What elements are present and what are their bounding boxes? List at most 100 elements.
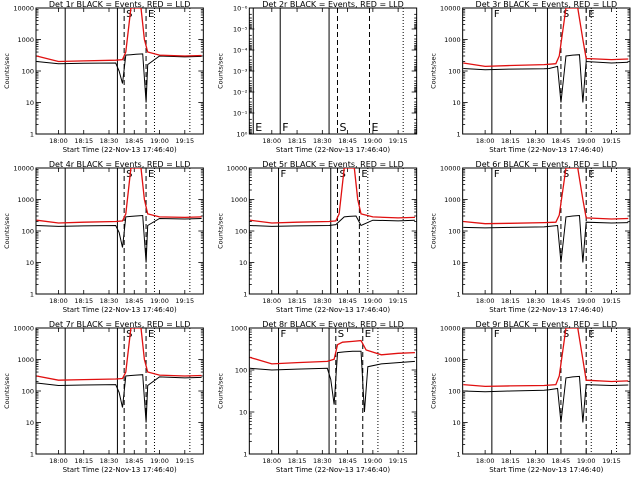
y-tick-label: 10000 bbox=[440, 325, 461, 333]
plot-frame bbox=[248, 167, 418, 295]
x-tick-label: 19:15 bbox=[175, 297, 194, 305]
event-label: S bbox=[126, 329, 132, 340]
x-tick-label: 18:15 bbox=[501, 137, 520, 145]
x-tick-label: 18:45 bbox=[338, 297, 357, 305]
y-tick-label: 1000 bbox=[444, 196, 461, 204]
x-tick-label: 18:00 bbox=[262, 457, 281, 465]
event-label: S bbox=[338, 329, 344, 340]
event-label: F bbox=[281, 329, 287, 340]
plot-frame bbox=[248, 327, 418, 455]
y-tick-label: 10000 bbox=[13, 325, 34, 333]
series-lld-line bbox=[463, 168, 629, 225]
x-tick-label: 18:00 bbox=[262, 297, 281, 305]
event-label: F bbox=[494, 329, 500, 340]
panel-title: Det 3r BLACK = Events, RED = LLD bbox=[476, 0, 618, 9]
panel-title: Det 8r BLACK = Events, RED = LLD bbox=[262, 320, 404, 329]
event-label: E bbox=[148, 169, 154, 180]
x-tick-label: 18:00 bbox=[476, 137, 495, 145]
x-tick-label: 18:30 bbox=[313, 137, 332, 145]
x-tick-label: 18:45 bbox=[552, 137, 571, 145]
series-events-line bbox=[36, 53, 202, 103]
x-tick-label: 19:15 bbox=[389, 457, 408, 465]
series-events-line bbox=[249, 350, 415, 413]
x-tick-label: 18:45 bbox=[552, 297, 571, 305]
y-tick-label: 100 bbox=[22, 388, 34, 396]
x-tick-label: 19:00 bbox=[150, 457, 169, 465]
series-lld-line bbox=[36, 8, 202, 63]
event-label: S bbox=[563, 9, 569, 20]
x-tick-label: 19:00 bbox=[363, 137, 382, 145]
x-tick-label: 18:30 bbox=[526, 297, 545, 305]
series-events-line bbox=[463, 214, 629, 263]
panel-2: Det 2r BLACK = Events, RED = LLD 10⁰ 10⁻¹ 1… bbox=[216, 0, 418, 154]
y-tick-label: 10000 bbox=[13, 5, 34, 13]
y-tick-label: 100 bbox=[235, 367, 247, 375]
x-tick-label: 18:30 bbox=[100, 297, 119, 305]
x-tick-label: 18:15 bbox=[288, 297, 307, 305]
y-tick-label: 1 bbox=[243, 451, 247, 459]
event-label: E bbox=[148, 329, 154, 340]
x-axis-title: Start Time (22-Nov-13 17:46:40) bbox=[489, 306, 603, 314]
y-axis-title: Counts/sec bbox=[3, 213, 11, 249]
series-lld-line bbox=[463, 8, 629, 68]
y-tick-label: 10⁻² bbox=[233, 89, 248, 97]
x-tick-label: 18:00 bbox=[476, 297, 495, 305]
y-tick-label: 10⁰ bbox=[236, 131, 247, 139]
x-tick-label: 18:15 bbox=[501, 457, 520, 465]
y-tick-label: 10000 bbox=[227, 165, 248, 173]
y-tick-label: 1 bbox=[457, 451, 461, 459]
x-tick-label: 19:15 bbox=[175, 457, 194, 465]
y-tick-label: 10 bbox=[239, 409, 247, 417]
y-tick-label: 10 bbox=[26, 419, 34, 427]
x-tick-label: 18:45 bbox=[125, 297, 144, 305]
x-axis-title: Start Time (22-Nov-13 17:46:40) bbox=[276, 146, 390, 154]
x-tick-label: 19:00 bbox=[363, 457, 382, 465]
y-tick-label: 100 bbox=[448, 388, 460, 396]
panel-title: Det 4r BLACK = Events, RED = LLD bbox=[49, 160, 191, 169]
y-axis-title: Counts/sec bbox=[216, 373, 224, 409]
x-tick-label: 18:30 bbox=[313, 457, 332, 465]
x-axis-title: Start Time (22-Nov-13 17:46:40) bbox=[63, 146, 177, 154]
x-tick-label: 18:00 bbox=[49, 137, 68, 145]
y-tick-label: 1 bbox=[30, 131, 34, 139]
x-tick-label: 18:00 bbox=[262, 137, 281, 145]
y-axis-title: Counts/sec bbox=[216, 53, 224, 89]
event-label: F bbox=[281, 169, 287, 180]
x-tick-label: 18:15 bbox=[288, 457, 307, 465]
y-tick-label: 10000 bbox=[440, 5, 461, 13]
panel-9: Det 9r BLACK = Events, RED = LLD 1 10 100 10… bbox=[430, 320, 631, 474]
series-lld-line bbox=[36, 328, 202, 381]
y-axis-title: Counts/sec bbox=[3, 373, 11, 409]
y-tick-label: 100 bbox=[22, 68, 34, 76]
x-tick-label: 18:15 bbox=[288, 137, 307, 145]
x-tick-label: 18:15 bbox=[74, 457, 93, 465]
y-tick-label: 10⁻⁵ bbox=[233, 26, 248, 34]
x-tick-label: 18:15 bbox=[74, 297, 93, 305]
x-tick-label: 18:45 bbox=[338, 457, 357, 465]
x-tick-label: 19:00 bbox=[150, 137, 169, 145]
y-tick-label: 1000 bbox=[17, 36, 34, 44]
x-tick-label: 19:00 bbox=[150, 297, 169, 305]
event-label: S bbox=[126, 9, 132, 20]
x-tick-label: 18:30 bbox=[100, 457, 119, 465]
y-tick-label: 100 bbox=[448, 68, 460, 76]
x-axis-title: Start Time (22-Nov-13 17:46:40) bbox=[276, 306, 390, 314]
series-events-line bbox=[463, 54, 629, 103]
x-tick-label: 19:15 bbox=[602, 457, 621, 465]
event-label: F bbox=[282, 121, 288, 134]
panel-1: Det 1r BLACK = Events, RED = LLD 1 10 100 10… bbox=[3, 0, 204, 154]
panel-4: Det 4r BLACK = Events, RED = LLD 1 10 100 10… bbox=[3, 160, 204, 314]
event-label: S bbox=[339, 169, 345, 180]
plot-frame bbox=[462, 167, 631, 295]
plot-frame bbox=[248, 7, 418, 135]
y-tick-label: 10000 bbox=[440, 165, 461, 173]
x-tick-label: 18:00 bbox=[476, 457, 495, 465]
x-tick-label: 18:15 bbox=[74, 137, 93, 145]
y-tick-label: 1000 bbox=[444, 356, 461, 364]
y-tick-label: 10 bbox=[26, 259, 34, 267]
panel-title: Det 9r BLACK = Events, RED = LLD bbox=[476, 320, 618, 329]
panel-title: Det 7r BLACK = Events, RED = LLD bbox=[49, 320, 191, 329]
x-tick-label: 19:15 bbox=[175, 137, 194, 145]
panel-7: Det 7r BLACK = Events, RED = LLD 1 10 100 10… bbox=[3, 320, 204, 474]
